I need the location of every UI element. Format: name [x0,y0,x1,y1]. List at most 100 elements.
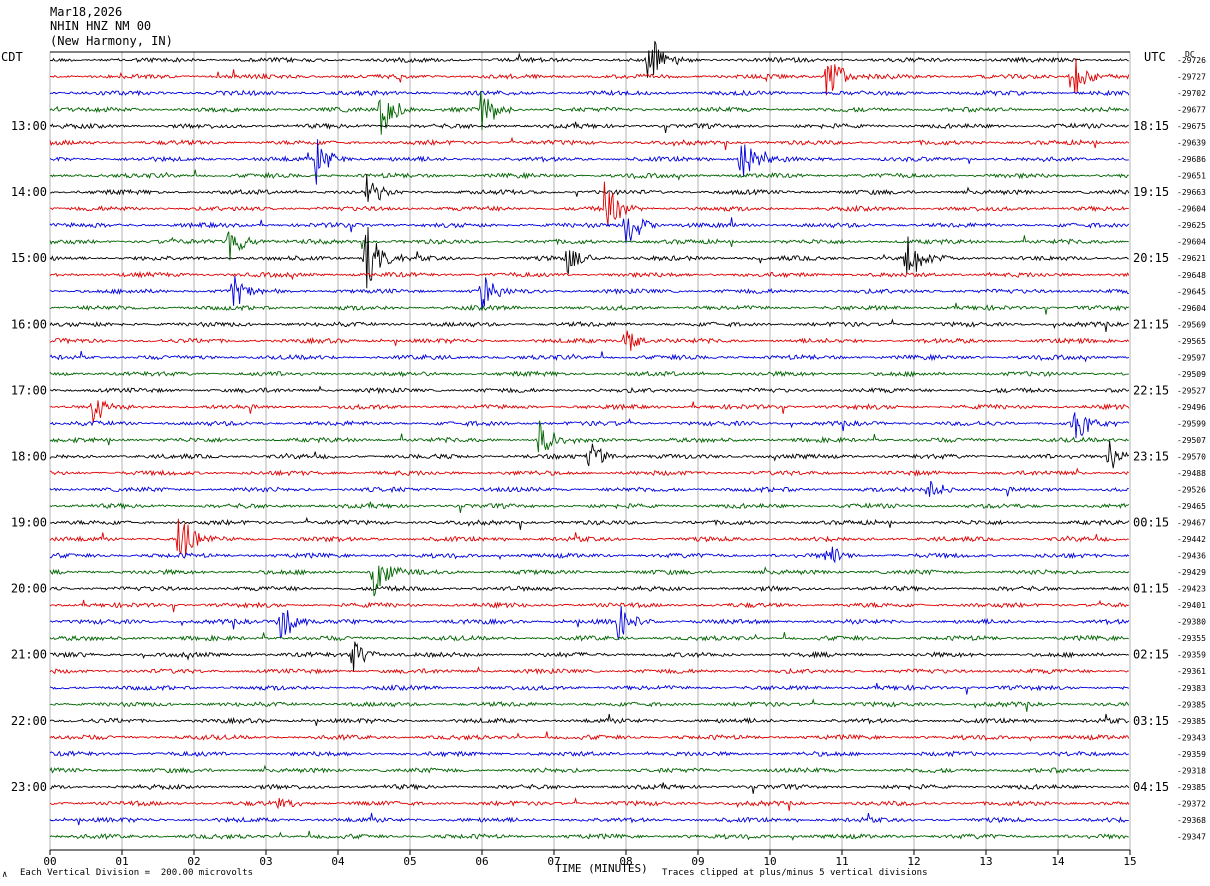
trace-row [49,632,1130,642]
right-hour-label: 01:15 [1133,582,1169,596]
dc-offset-value: -29372 [1177,799,1206,808]
right-hour-label: 00:15 [1133,516,1169,530]
dc-offset-value: -29436 [1177,552,1206,561]
trace-row [49,169,1129,181]
x-tick-label: 11 [835,855,848,868]
x-axis-title: TIME (MINUTES) [555,862,648,875]
trace-row [49,501,1130,513]
dc-offset-value: -29527 [1177,386,1206,395]
dc-offset-value: -29625 [1177,221,1206,230]
right-hour-label: 22:15 [1133,383,1169,397]
trace-row [49,480,1129,497]
right-time-labels: 18:15 19:15 20:15 21:15 22:15 23:15 00:15 01:15… [1133,119,1169,794]
left-hour-label: 15:00 [11,251,47,265]
trace-row [49,58,1130,96]
seismic-traces [49,41,1130,841]
left-hour-label: 23:00 [11,780,47,794]
x-tick-label: 15 [1123,855,1136,868]
left-hour-label: 16:00 [11,317,47,331]
trace-row [49,270,1130,281]
left-hour-label: 13:00 [11,119,47,133]
trace-row [49,585,1130,593]
dc-offset-value: -29385 [1177,783,1206,792]
trace-row [50,412,1130,439]
left-hour-label: 20:00 [11,582,47,596]
trace-row [49,546,1130,564]
dc-offset-value: -29569 [1177,320,1206,329]
x-tick-label: 06 [475,855,488,868]
dc-offset-value: -29359 [1177,651,1206,660]
dc-offset-value: -29380 [1177,618,1206,627]
left-hour-label: 17:00 [11,383,47,397]
dc-offset-value: -29570 [1177,452,1206,461]
left-timezone-label: CDT [1,50,23,64]
dc-offset-value: -29726 [1177,56,1206,65]
trace-row [49,420,1129,453]
dc-offset-value: -29347 [1177,832,1206,841]
dc-offset-value: -29509 [1177,370,1206,379]
dc-offset-value: -29496 [1177,403,1206,412]
left-hour-label: 21:00 [11,648,47,662]
right-hour-label: 02:15 [1133,648,1169,662]
dc-offset-value: -29467 [1177,519,1206,528]
dc-offset-value: -29599 [1177,419,1206,428]
x-tick-label: 02 [187,855,200,868]
trace-row [49,400,1130,423]
trace-row [49,641,1130,672]
dc-offset-value: -29727 [1177,73,1206,82]
x-tick-label: 05 [403,855,416,868]
trace-row [49,764,1130,774]
trace-row [49,698,1130,712]
dc-offset-value: -29565 [1177,337,1206,346]
right-hour-label: 20:15 [1133,251,1169,265]
trace-row [49,139,1129,185]
trace-row [49,713,1130,726]
scale-note: Each Vertical Division = 200.00 microvol… [20,868,253,878]
dc-offset-value: -29368 [1177,816,1206,825]
left-time-labels: 13:00 14:00 15:00 16:00 17:00 18:00 19:00 20:00… [11,119,47,794]
left-hour-label: 19:00 [11,516,47,530]
x-tick-label: 01 [115,855,128,868]
dc-offset-value: -29604 [1177,238,1206,247]
right-hour-label: 23:15 [1133,449,1169,463]
x-tick-label: 04 [331,855,345,868]
trace-row [49,136,1130,150]
trace-row [49,797,1130,811]
dc-offset-value: -29423 [1177,585,1206,594]
dc-offset-value: -29355 [1177,634,1206,643]
trace-row [49,731,1130,742]
left-hour-label: 22:00 [11,714,47,728]
trace-row [49,181,1129,227]
trace-row [49,516,1130,530]
trace-row [49,89,1130,97]
clip-note: Traces clipped at plus/minus 5 vertical … [662,868,928,878]
right-timezone-label: UTC [1144,50,1166,64]
dc-offset-value: -29465 [1177,502,1206,511]
right-hour-label: 04:15 [1133,780,1169,794]
trace-row [49,606,1130,640]
trace-row [49,565,1130,597]
dc-offset-value: -29604 [1177,304,1206,313]
header-location: (New Harmony, IN) [50,34,173,48]
trace-row [49,231,1129,261]
dc-offset-value: -29401 [1177,601,1206,610]
trace-row [49,217,1130,244]
dc-offset-value: -29702 [1177,89,1206,98]
trace-row [49,812,1129,826]
dc-offset-value: -29639 [1177,139,1206,148]
left-hour-label: 18:00 [11,449,47,463]
dc-offset-value: -29677 [1177,106,1206,115]
dc-offset-value: -29621 [1177,254,1206,263]
dc-offset-value: -29526 [1177,486,1206,495]
trace-row [49,599,1129,613]
dc-offset-value: -29507 [1177,436,1206,445]
x-tick-label: 14 [1051,855,1065,868]
dc-offset-value: -29597 [1177,353,1206,362]
dc-offset-value: -29361 [1177,667,1206,676]
trace-row [49,666,1129,675]
trace-row [49,330,1130,351]
right-hour-label: 21:15 [1133,317,1169,331]
trace-row [49,41,1129,78]
dc-offset-value: -29663 [1177,188,1206,197]
